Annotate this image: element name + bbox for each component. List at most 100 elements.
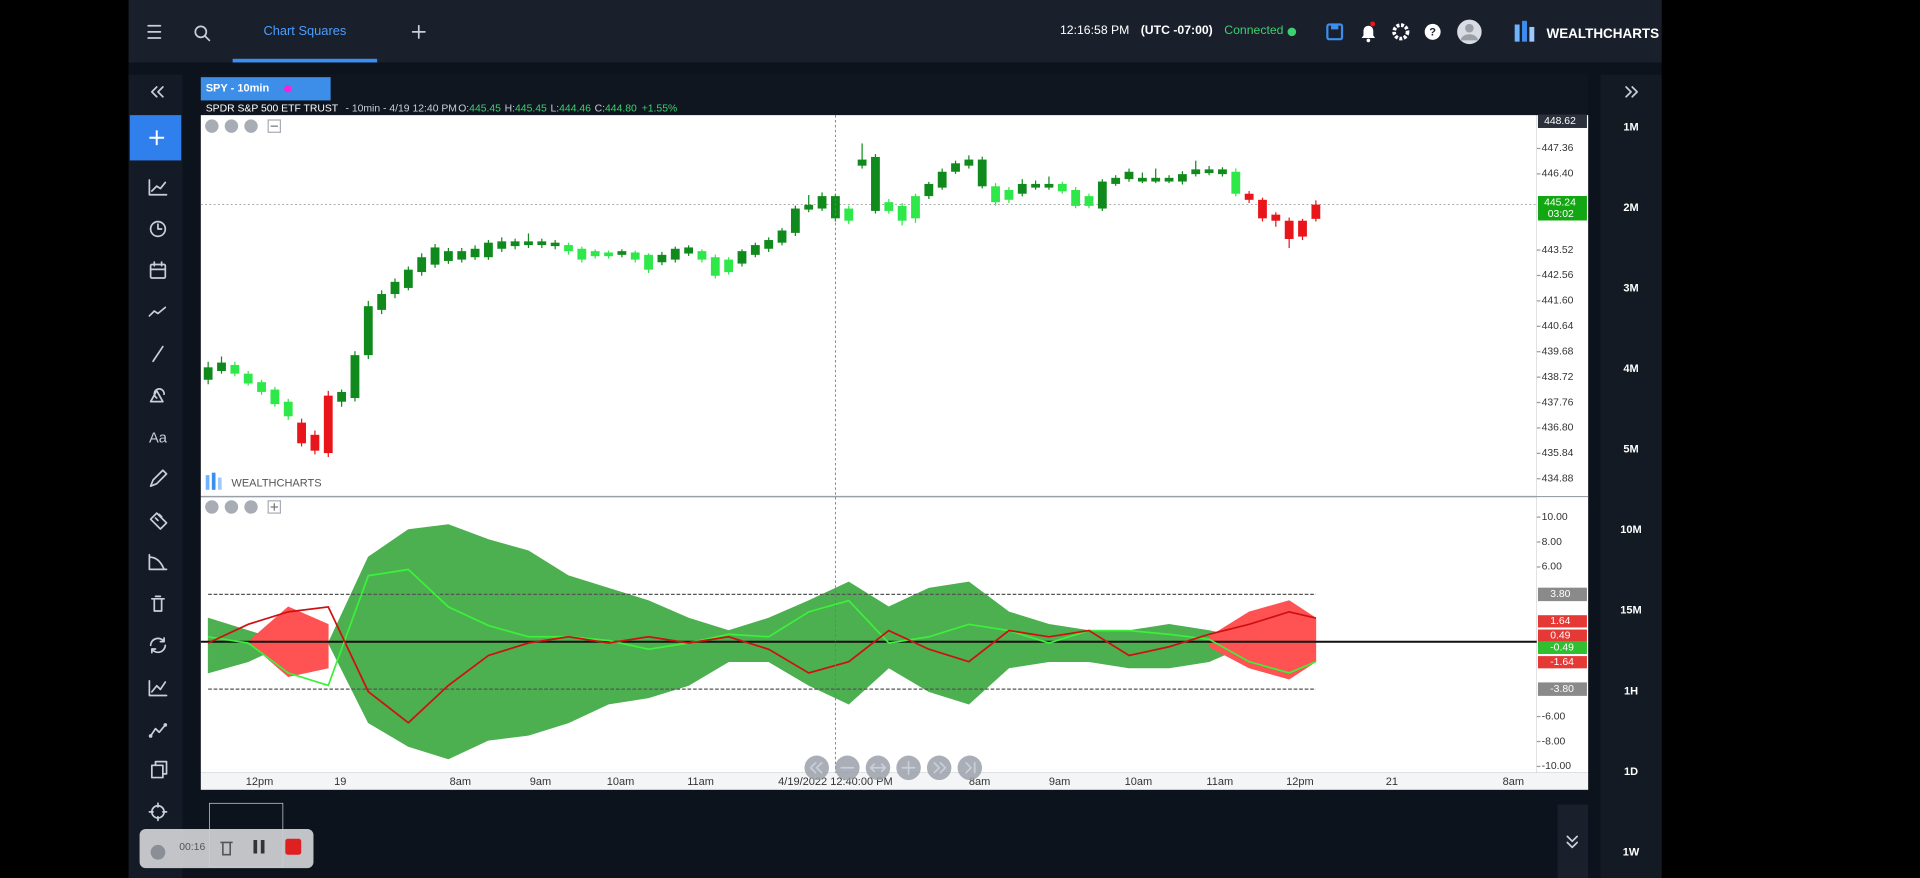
chart-type-tool[interactable] xyxy=(148,179,168,196)
compare-tool[interactable] xyxy=(148,679,168,697)
measure-tool[interactable] xyxy=(149,512,168,530)
help-button[interactable]: ? xyxy=(1424,23,1441,40)
x-tick-label: 12pm xyxy=(246,776,274,788)
recorder-widget xyxy=(139,802,314,869)
timeframe-button[interactable]: 4M xyxy=(1623,363,1638,375)
candle-body xyxy=(297,422,306,444)
timeframe-button[interactable]: 10M xyxy=(1620,524,1641,536)
timeframe-button[interactable]: 15M xyxy=(1620,605,1641,617)
y-tick-label: 8.00 xyxy=(1542,537,1562,548)
collapse-left[interactable] xyxy=(150,86,164,98)
candle-body xyxy=(804,204,814,210)
y-tick-label: 441.60 xyxy=(1542,296,1574,307)
connection-status: Connected xyxy=(1224,23,1283,37)
crosshair-tool[interactable] xyxy=(148,802,168,822)
timeframe-button[interactable]: 5M xyxy=(1623,444,1638,456)
fib-tool[interactable] xyxy=(148,553,168,571)
candle-body xyxy=(684,247,694,254)
candle-body xyxy=(417,257,427,273)
candle-body xyxy=(1124,171,1134,180)
brand-name: WEALTHCHARTS xyxy=(1547,26,1660,41)
add-button[interactable] xyxy=(129,115,182,161)
candle-body xyxy=(1311,204,1321,219)
line-tool[interactable] xyxy=(152,345,164,363)
pane-controls[interactable] xyxy=(205,119,282,514)
search-button[interactable] xyxy=(194,25,211,42)
candle-body xyxy=(1137,177,1147,182)
timeframe-list: 1M 2M 3M 4M 5M 10M 15M 1H 1D 1W xyxy=(1620,121,1641,858)
value-marker-label: 0.49 xyxy=(1550,630,1570,641)
x-tick-label: 10am xyxy=(1125,776,1153,788)
quote-value: 445.45 xyxy=(469,103,501,114)
quote-value: 444.80 xyxy=(605,103,637,114)
candle-body xyxy=(844,208,854,221)
timeframe-button[interactable]: 1M xyxy=(1623,121,1638,133)
shape-tool[interactable] xyxy=(149,388,165,403)
candle-body xyxy=(524,241,533,246)
settings-button[interactable] xyxy=(1392,23,1410,41)
navigation-buttons[interactable] xyxy=(804,755,983,781)
pattern-tool[interactable] xyxy=(148,723,168,738)
indicator-tool[interactable] xyxy=(148,306,167,317)
add-tab-button[interactable] xyxy=(411,24,426,39)
delete-tool[interactable] xyxy=(150,595,165,612)
calendar-tool[interactable] xyxy=(149,261,167,279)
x-tick-label: 12pm xyxy=(1286,776,1314,788)
symbol-tab[interactable] xyxy=(200,77,331,101)
level-box xyxy=(1537,587,1587,602)
sync-tool[interactable] xyxy=(149,637,167,654)
save-button[interactable] xyxy=(1326,23,1344,41)
candle-body xyxy=(630,252,640,260)
candle-body xyxy=(911,196,920,219)
candle-body xyxy=(1271,214,1281,221)
timezone[interactable]: (UTC -07:00) xyxy=(1141,23,1213,37)
candle-body xyxy=(724,259,734,273)
candle-body xyxy=(1164,177,1174,182)
timeframe-button[interactable]: 3M xyxy=(1623,282,1638,294)
candle-body xyxy=(604,252,613,257)
status-dot xyxy=(1287,27,1297,37)
candle-body xyxy=(1151,177,1161,182)
collapse-right[interactable] xyxy=(1625,86,1638,98)
crosshair-time-label: 4/19/2022 12:40:00 PM xyxy=(778,776,893,788)
x-tick-label: 8am xyxy=(450,776,471,788)
menu-button[interactable] xyxy=(147,24,162,39)
symbol-color-dot xyxy=(284,85,292,93)
layout-tab[interactable]: Chart Squares xyxy=(263,23,346,38)
candle-body xyxy=(1258,199,1267,219)
candle-body xyxy=(897,205,907,221)
x-tick-label: 11am xyxy=(1206,776,1233,788)
candle-body xyxy=(710,257,720,276)
value-marker-label: 1.64 xyxy=(1550,616,1570,627)
timeframe-button[interactable]: 1D xyxy=(1624,766,1638,778)
candle-body xyxy=(977,159,987,187)
candle-body xyxy=(697,251,707,260)
quote-key: H: xyxy=(505,103,515,114)
y-tick-label: 443.52 xyxy=(1542,245,1574,256)
candle-body xyxy=(1004,190,1014,200)
timeframe-button[interactable]: 1W xyxy=(1623,846,1640,858)
candle-body xyxy=(871,156,880,211)
time-tool[interactable] xyxy=(149,220,167,238)
brush-tool[interactable] xyxy=(149,469,168,487)
candle-body xyxy=(750,245,760,255)
quote-key: O: xyxy=(458,103,469,114)
quote-key: C: xyxy=(595,103,605,114)
candle-body xyxy=(1097,181,1107,209)
candle-body xyxy=(577,248,587,260)
svg-text:?: ? xyxy=(1429,26,1436,38)
alerts-button[interactable] xyxy=(1361,21,1376,43)
x-tick-label: 21 xyxy=(1386,776,1398,788)
candle-body xyxy=(270,389,280,405)
timeframe-button[interactable]: 1H xyxy=(1624,685,1638,697)
symbol-tab-label[interactable]: SPY - 10min xyxy=(206,83,270,95)
x-tick-label: 19 xyxy=(334,776,346,788)
text-tool[interactable]: Aa xyxy=(149,430,168,446)
account-avatar[interactable] xyxy=(1457,19,1482,45)
timeframe-button[interactable]: 2M xyxy=(1623,202,1638,214)
candle-body xyxy=(217,362,226,372)
price-pane xyxy=(200,115,1537,496)
template-tool[interactable] xyxy=(150,760,168,779)
candle-body xyxy=(1298,220,1307,237)
